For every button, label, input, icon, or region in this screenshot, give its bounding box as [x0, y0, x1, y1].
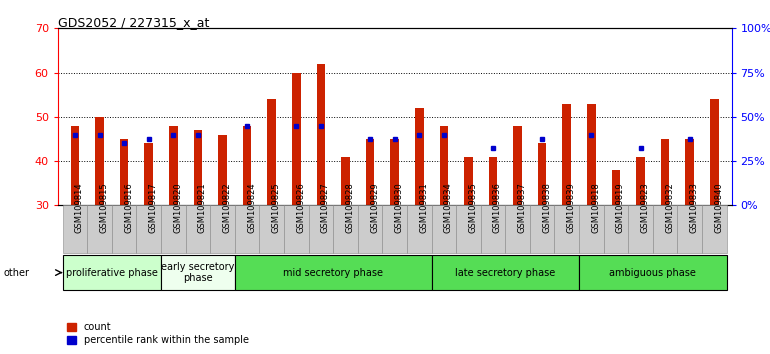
Bar	[235, 205, 259, 253]
Bar	[267, 99, 276, 205]
Bar	[538, 143, 547, 205]
Bar	[456, 205, 480, 253]
Bar	[341, 156, 350, 205]
Text: GSM109835: GSM109835	[468, 182, 477, 233]
Text: mid secretory phase: mid secretory phase	[283, 268, 383, 278]
Text: GSM109839: GSM109839	[567, 182, 576, 233]
Bar	[145, 143, 153, 205]
Text: GSM109817: GSM109817	[149, 182, 158, 233]
Text: GSM109834: GSM109834	[444, 182, 453, 233]
Text: GSM109814: GSM109814	[75, 182, 84, 233]
Bar	[193, 130, 203, 205]
Text: GDS2052 / 227315_x_at: GDS2052 / 227315_x_at	[58, 16, 209, 29]
Text: proliferative phase: proliferative phase	[66, 268, 158, 278]
Text: GSM109840: GSM109840	[715, 182, 723, 233]
Bar	[636, 156, 644, 205]
Bar	[611, 170, 620, 205]
Bar	[489, 156, 497, 205]
Bar	[71, 126, 79, 205]
Bar	[579, 205, 604, 253]
Bar	[702, 205, 727, 253]
Text: GSM109820: GSM109820	[173, 182, 182, 233]
Text: GSM109832: GSM109832	[665, 182, 674, 233]
Text: GSM109828: GSM109828	[346, 182, 354, 233]
Text: GSM109825: GSM109825	[272, 182, 281, 233]
Bar	[161, 255, 235, 290]
Text: GSM109826: GSM109826	[296, 182, 305, 233]
Bar	[710, 99, 718, 205]
Text: GSM109823: GSM109823	[641, 182, 650, 233]
Text: GSM109827: GSM109827	[321, 182, 330, 233]
Bar	[587, 103, 596, 205]
Bar	[464, 156, 473, 205]
Bar	[604, 205, 628, 253]
Bar	[120, 139, 129, 205]
Text: GSM109818: GSM109818	[591, 182, 601, 233]
Bar	[661, 139, 669, 205]
Bar	[653, 205, 678, 253]
Bar	[562, 103, 571, 205]
Bar	[112, 205, 136, 253]
Bar	[284, 205, 309, 253]
Text: GSM109837: GSM109837	[517, 182, 527, 233]
Bar	[358, 205, 383, 253]
Text: GSM109829: GSM109829	[370, 182, 379, 233]
Text: GSM109836: GSM109836	[493, 182, 502, 233]
Bar	[685, 139, 694, 205]
Bar	[136, 205, 161, 253]
Bar	[210, 205, 235, 253]
Bar	[218, 135, 227, 205]
Bar	[678, 205, 702, 253]
Bar	[480, 205, 505, 253]
Bar	[407, 205, 431, 253]
Bar	[514, 126, 522, 205]
Text: GSM109830: GSM109830	[394, 182, 403, 233]
Bar	[161, 205, 186, 253]
Text: GSM109821: GSM109821	[198, 182, 207, 233]
Text: GSM109819: GSM109819	[616, 182, 625, 233]
Bar	[431, 255, 579, 290]
Bar	[235, 255, 431, 290]
Text: GSM109824: GSM109824	[247, 182, 256, 233]
Text: GSM109816: GSM109816	[124, 182, 133, 233]
Bar	[530, 205, 554, 253]
Bar	[309, 205, 333, 253]
Bar	[259, 205, 284, 253]
Text: GSM109822: GSM109822	[223, 182, 232, 233]
Text: other: other	[4, 268, 30, 278]
Bar	[554, 205, 579, 253]
Bar	[292, 73, 300, 205]
Text: early secretory
phase: early secretory phase	[161, 262, 235, 284]
Text: GSM109815: GSM109815	[99, 182, 109, 233]
Bar	[186, 205, 210, 253]
Bar	[505, 205, 530, 253]
Text: ambiguous phase: ambiguous phase	[609, 268, 696, 278]
Bar	[579, 255, 727, 290]
Text: GSM109833: GSM109833	[690, 182, 698, 233]
Bar	[169, 126, 178, 205]
Bar	[95, 117, 104, 205]
Bar	[383, 205, 407, 253]
Bar	[415, 108, 424, 205]
Text: GSM109831: GSM109831	[419, 182, 428, 233]
Bar	[366, 139, 374, 205]
Bar	[62, 205, 87, 253]
Bar	[390, 139, 399, 205]
Bar	[243, 126, 251, 205]
Bar	[87, 205, 112, 253]
Bar	[440, 126, 448, 205]
Text: GSM109838: GSM109838	[542, 182, 551, 233]
Legend: count, percentile rank within the sample: count, percentile rank within the sample	[62, 319, 253, 349]
Bar	[62, 255, 161, 290]
Bar	[431, 205, 456, 253]
Bar	[316, 64, 325, 205]
Bar	[628, 205, 653, 253]
Bar	[333, 205, 358, 253]
Text: late secretory phase: late secretory phase	[455, 268, 555, 278]
